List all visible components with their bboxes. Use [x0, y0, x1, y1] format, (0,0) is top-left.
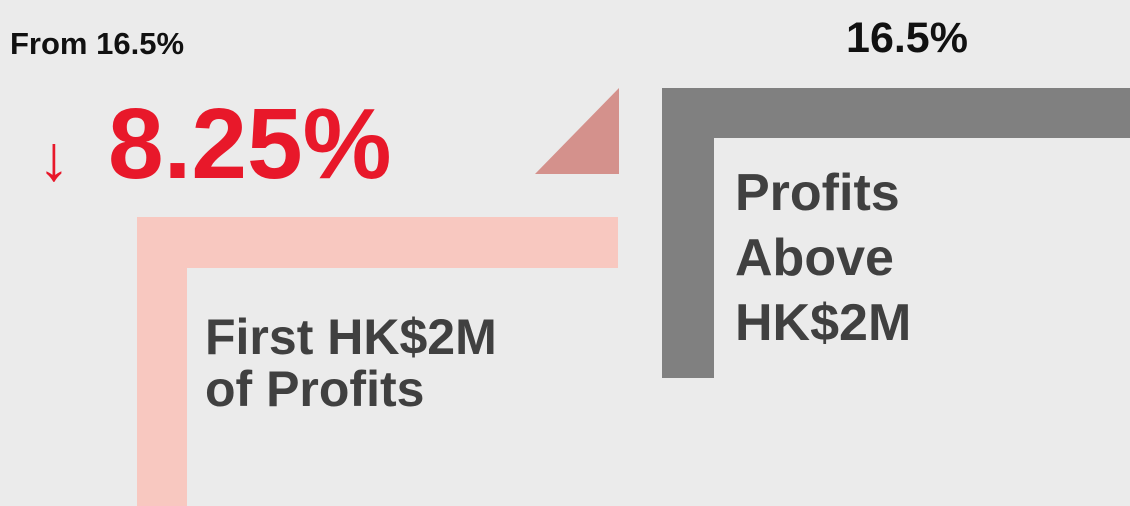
tier-label-line: of Profits [205, 361, 424, 417]
from-label: From 16.5% [10, 26, 184, 61]
bracket-vertical [662, 88, 714, 378]
bracket-vertical [137, 217, 187, 506]
bracket-horizontal [137, 217, 618, 268]
tier-label-line: Profits [735, 164, 900, 222]
down-arrow: ↓ [38, 122, 70, 194]
tier-label-line: Above [735, 229, 894, 287]
bracket-horizontal [662, 88, 1130, 138]
reduced-rate: 8.25% [108, 88, 392, 200]
tier-label-line: HK$2M [735, 294, 911, 352]
standard-rate: 16.5% [846, 14, 968, 62]
tier-label-line: First HK$2M [205, 309, 497, 365]
triangle [535, 88, 619, 174]
